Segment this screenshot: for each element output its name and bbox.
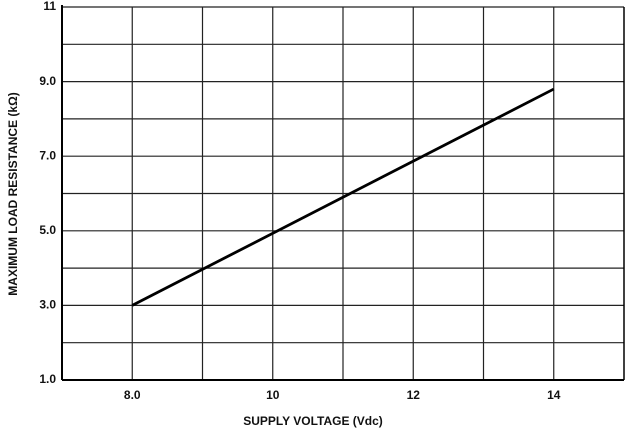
- x-tick-label: 12: [407, 388, 421, 402]
- y-tick-label: 3.0: [39, 298, 56, 312]
- y-tick-label: 9.0: [39, 74, 56, 88]
- x-tick-label: 10: [266, 388, 280, 402]
- x-tick-label: 8.0: [124, 388, 141, 402]
- y-tick-label: 11: [43, 0, 56, 13]
- data-line: [131, 87, 555, 307]
- y-tick-label: 1.0: [39, 372, 56, 386]
- y-tick-label: 5.0: [39, 223, 56, 237]
- x-tick-label: 14: [547, 388, 561, 402]
- y-axis-label: MAXIMUM LOAD RESISTANCE (kΩ): [6, 92, 20, 295]
- x-axis-label: SUPPLY VOLTAGE (Vdc): [243, 414, 383, 428]
- y-tick-label: 7.0: [39, 148, 56, 162]
